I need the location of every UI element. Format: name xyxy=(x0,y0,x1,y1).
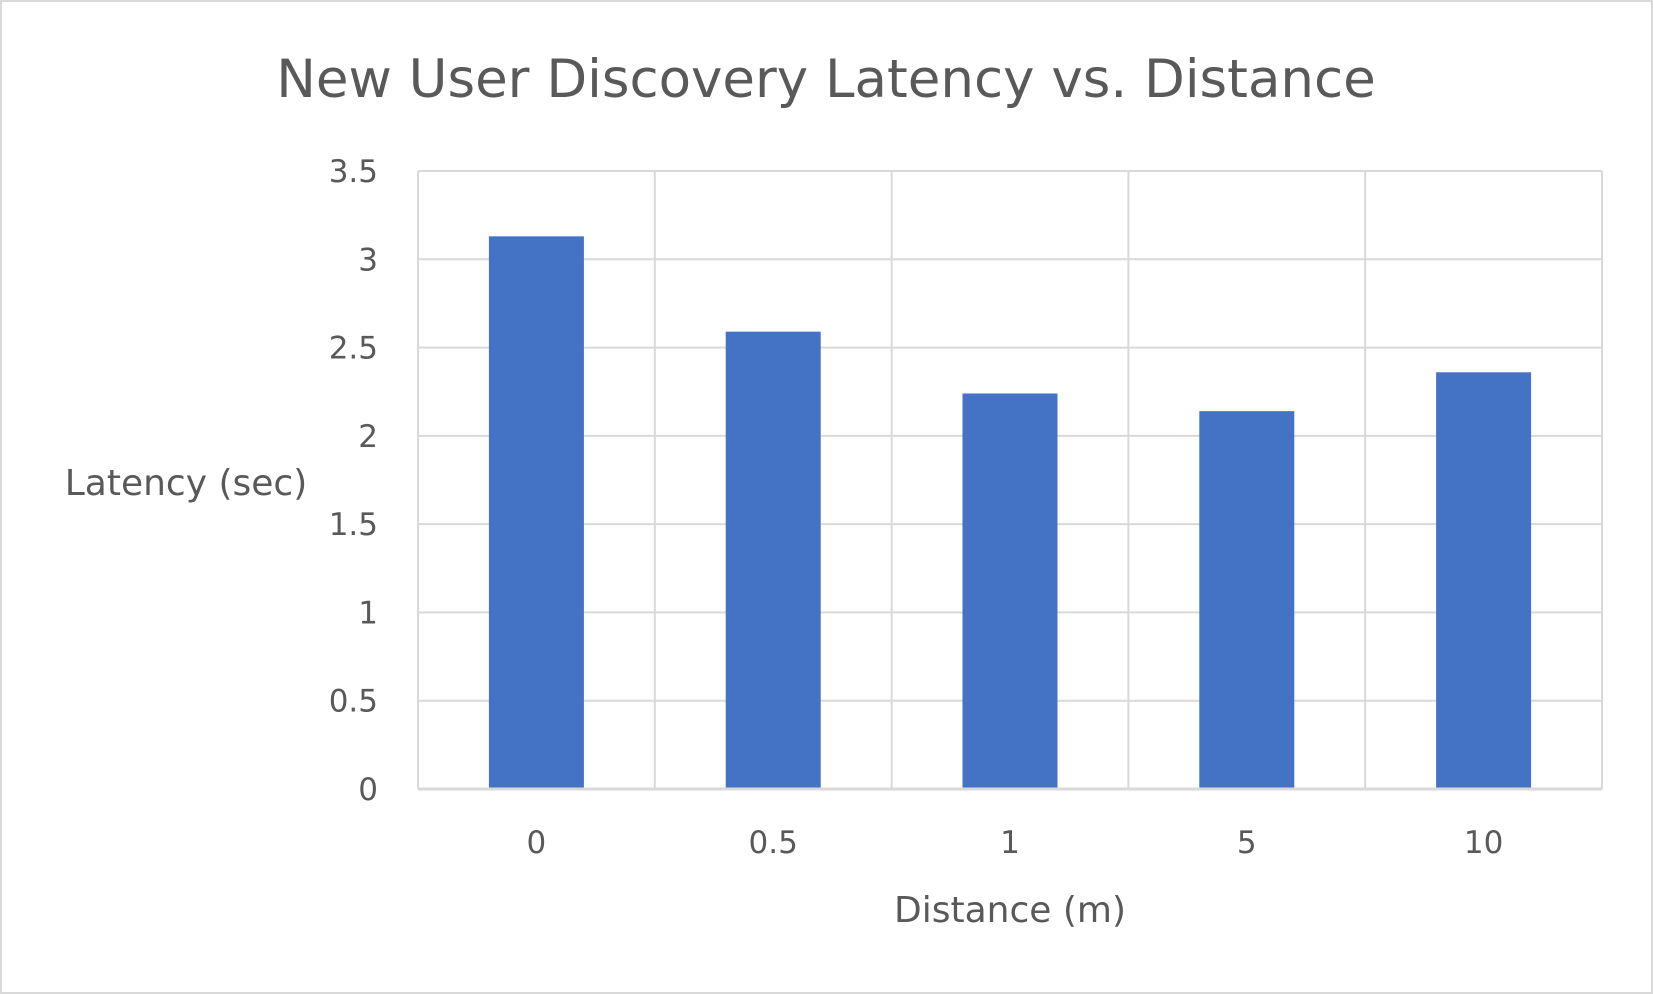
gridlines xyxy=(417,170,1603,789)
bar-10 xyxy=(1436,372,1532,789)
x-tick-label: 5 xyxy=(1237,825,1257,861)
y-tick-label: 3.5 xyxy=(329,154,378,190)
x-axis-title: Distance (m) xyxy=(894,890,1126,931)
y-axis-title: Latency (sec) xyxy=(65,463,308,504)
bar-0-5 xyxy=(725,331,821,789)
y-tick-label: 2.5 xyxy=(329,331,378,367)
bar-1 xyxy=(962,393,1058,789)
x-tick-label: 0 xyxy=(527,825,547,861)
y-tick-label: 3 xyxy=(358,242,378,278)
y-tick-label: 1 xyxy=(358,595,378,631)
chart-title: New User Discovery Latency vs. Distance xyxy=(276,49,1376,110)
x-tick-label: 1 xyxy=(1000,825,1020,861)
y-tick-label: 2 xyxy=(358,419,378,455)
y-tick-label: 1.5 xyxy=(329,507,378,543)
y-tick-label: 0 xyxy=(358,772,378,808)
y-tick-label: 0.5 xyxy=(329,684,378,720)
bars xyxy=(488,236,1532,789)
y-axis-tick-labels: 0 0.5 1 1.5 2 2.5 3 3.5 xyxy=(329,154,378,808)
bar-0 xyxy=(488,236,584,789)
x-axis-tick-labels: 0 0.5 1 5 10 xyxy=(527,825,1504,861)
x-tick-label: 0.5 xyxy=(749,825,798,861)
bar-5 xyxy=(1199,411,1295,789)
x-tick-label: 10 xyxy=(1464,825,1503,861)
